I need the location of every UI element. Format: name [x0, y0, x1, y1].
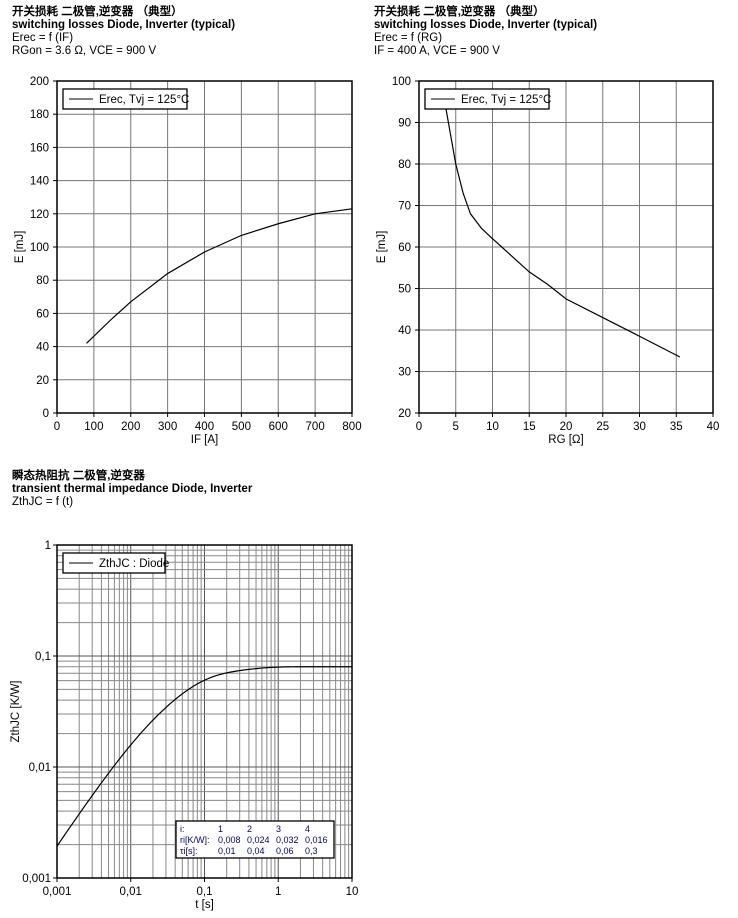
- chart3-table-cell: 0,008: [218, 835, 241, 845]
- chart3-ytick-label: 1: [45, 540, 51, 552]
- chart2-xtick-label: 30: [633, 421, 646, 433]
- chart2-xtick-label: 20: [560, 421, 573, 433]
- chart3-xtick-label: 0,01: [120, 886, 142, 898]
- chart1-series-line: [86, 208, 353, 344]
- chart2-ytick-label: 100: [392, 76, 411, 88]
- chart3-table-cell: 2: [247, 824, 252, 834]
- chart3-header: 瞬态热阻抗 二极管,逆变器 transient thermal impedanc…: [12, 470, 252, 509]
- chart2-ytick-label: 40: [398, 325, 411, 337]
- chart2-legend-label: Erec, Tvj = 125°C: [461, 94, 551, 106]
- chart1-xtick-label: 600: [269, 421, 288, 433]
- chart1-ytick-label: 120: [30, 209, 49, 221]
- chart3-title-cn: 瞬态热阻抗 二极管,逆变器: [12, 470, 145, 482]
- chart3-xtick-label: 0,1: [197, 886, 213, 898]
- chart3-param-table: [175, 820, 335, 859]
- chart3-table-cell: 0,032: [276, 835, 299, 845]
- chart2-title-cn: 开关损耗 二极管,逆变器 （典型）: [374, 6, 545, 18]
- chart1-ytick-label: 80: [36, 275, 49, 287]
- chart3-table-header: ri[K/W]:: [180, 835, 210, 845]
- chart1-formula: Erec = f (IF): [12, 32, 74, 44]
- chart1-title: switching losses Diode, Inverter (typica…: [12, 19, 236, 31]
- chart2-plot-frame: [418, 80, 714, 414]
- chart2-ytick-label: 50: [398, 284, 411, 296]
- chart2-ylabel: E [mJ]: [376, 231, 388, 264]
- chart1-ytick-label: 180: [30, 109, 49, 121]
- chart2-ytick-label: 20: [398, 408, 411, 420]
- chart2-series-line: [444, 101, 681, 358]
- chart2-header: 开关损耗 二极管,逆变器 （典型） switching losses Diode…: [374, 6, 597, 58]
- chart1-xtick-label: 500: [232, 421, 251, 433]
- chart2-xtick-label: 35: [670, 421, 683, 433]
- chart1-title-cn: 开关损耗 二极管,逆变器 （典型）: [12, 6, 183, 18]
- chart2-ytick-label: 80: [398, 159, 411, 171]
- chart1-ytick-label: 140: [30, 176, 49, 188]
- chart3-xtick-label: 1: [275, 886, 281, 898]
- chart3-title: transient thermal impedance Diode, Inver…: [12, 483, 253, 495]
- chart3-table-header: τi[s]:: [180, 846, 198, 856]
- chart3-table-cell: 3: [276, 824, 281, 834]
- chart2-xtick-label: 40: [707, 421, 720, 433]
- chart1-xtick-label: 100: [84, 421, 103, 433]
- chart2-formula: Erec = f (RG): [374, 32, 443, 44]
- chart1-ytick-label: 200: [30, 76, 49, 88]
- chart2-title: switching losses Diode, Inverter (typica…: [374, 19, 598, 31]
- chart2-xlabel: RG [Ω]: [548, 434, 583, 446]
- chart1-ylabel: E [mJ]: [14, 231, 26, 264]
- chart3-table-cell: 1: [218, 824, 223, 834]
- chart1-ytick-label: 40: [36, 342, 49, 354]
- chart1-header: 开关损耗 二极管,逆变器 （典型） switching losses Diode…: [12, 6, 235, 58]
- chart2-xtick-label: 10: [486, 421, 499, 433]
- chart3-legend-label: ZthJC : Diode: [99, 558, 169, 570]
- chart3-table-cell: 0,06: [276, 846, 294, 856]
- chart3-table-cell: 0,01: [218, 846, 236, 856]
- chart1-xtick-label: 200: [121, 421, 140, 433]
- chart3-xtick-label: 10: [346, 886, 359, 898]
- chart1-xtick-label: 700: [306, 421, 325, 433]
- chart3-table-cell: 0,3: [305, 846, 318, 856]
- chart3-ytick-label: 0,001: [22, 873, 51, 885]
- chart3-xtick-label: 0,001: [43, 886, 72, 898]
- chart1-legend: [62, 88, 188, 110]
- chart1-ytick-label: 60: [36, 308, 49, 320]
- chart2-ytick-label: 90: [398, 118, 411, 130]
- chart2-ytick-label: 60: [398, 242, 411, 254]
- chart2-xtick-label: 5: [453, 421, 459, 433]
- chart3-ylabel: ZthJC [K/W]: [10, 681, 22, 743]
- chart1-xtick-label: 800: [342, 421, 361, 433]
- chart3-table-header: i:: [180, 824, 185, 834]
- chart3-plot-frame: [56, 544, 353, 879]
- chart2-ytick-label: 30: [398, 367, 411, 379]
- chart2-conditions: IF = 400 A, VCE = 900 V: [374, 45, 500, 57]
- chart3-table-cell: 4: [305, 824, 310, 834]
- chart3-legend: [62, 552, 166, 574]
- chart1-ytick-label: 160: [30, 142, 49, 154]
- chart2-ytick-label: 70: [398, 201, 411, 213]
- chart3-ytick-label: 0,01: [29, 762, 51, 774]
- chart3-xlabel: t [s]: [195, 899, 214, 911]
- chart2-xtick-label: 25: [596, 421, 609, 433]
- chart2-xtick-label: 0: [416, 421, 422, 433]
- chart1-xtick-label: 300: [158, 421, 177, 433]
- chart1-xlabel: IF [A]: [191, 434, 218, 446]
- chart3-table-cell: 0,024: [247, 835, 270, 845]
- chart1-xtick-label: 0: [54, 421, 60, 433]
- chart3-ytick-label: 0,1: [35, 651, 51, 663]
- chart1-legend-label: Erec, Tvj = 125°C: [99, 94, 189, 106]
- chart1-ytick-label: 20: [36, 375, 49, 387]
- chart3-table-cell: 0,04: [247, 846, 265, 856]
- chart2-legend: [424, 88, 550, 110]
- chart1-conditions: RGon = 3.6 Ω, VCE = 900 V: [12, 45, 157, 57]
- chart1-ytick-label: 100: [30, 242, 49, 254]
- chart2-xtick-label: 15: [523, 421, 536, 433]
- chart1-ytick-label: 0: [43, 408, 49, 420]
- chart3-series-line: [56, 666, 352, 847]
- chart3-formula: ZthJC = f (t): [12, 496, 74, 508]
- chart3-table-cell: 0,016: [305, 835, 328, 845]
- chart1-plot-frame: [56, 80, 353, 414]
- chart1-xtick-label: 400: [195, 421, 214, 433]
